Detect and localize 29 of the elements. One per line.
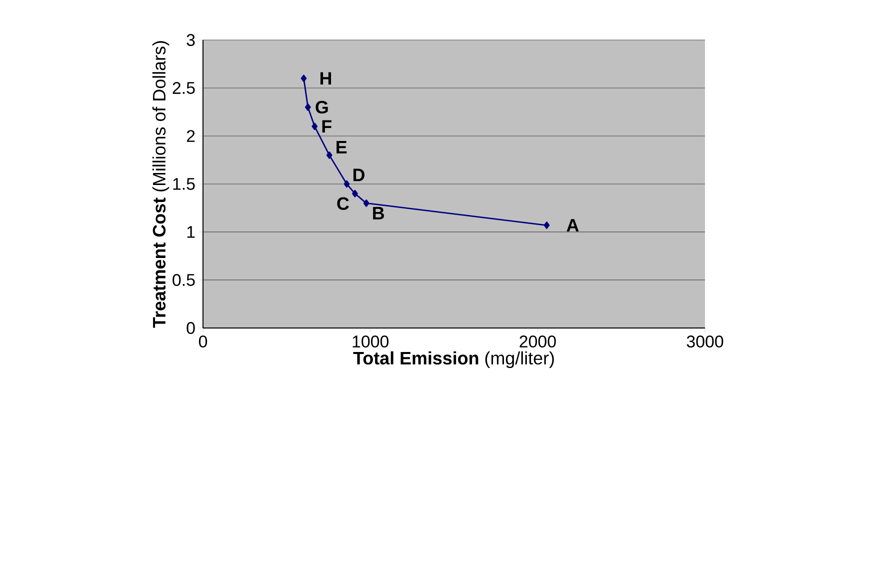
y-tick-label: 2 [186, 130, 195, 142]
annotation: D [353, 168, 364, 182]
point [544, 222, 550, 229]
y-tick-label: 3 [186, 34, 195, 46]
annotation: C [337, 197, 349, 210]
y-tick-label: 0 [186, 322, 195, 334]
y-tick-label: 0.5 [172, 274, 195, 286]
annotation: B [373, 207, 384, 220]
annotation: G [316, 100, 328, 114]
x-tick-label: 3000 [686, 336, 724, 348]
point [304, 103, 311, 111]
point [300, 74, 307, 82]
x-axis-title: Total Emission (mg/liter) [353, 351, 554, 368]
x-tick-label: 2000 [520, 336, 556, 348]
y-tick-label: 1.5 [173, 178, 195, 190]
x-tick-label: 1000 [352, 336, 389, 348]
y-axis-title: Treatment Cost (Millions of Dollars) [152, 41, 170, 328]
y-tick-label: 2.5 [172, 82, 195, 94]
annotation: A [566, 219, 579, 232]
annotation: H [320, 72, 332, 85]
annotation: E [336, 141, 347, 154]
point [326, 151, 332, 159]
point [363, 199, 370, 207]
annotation: F [322, 120, 332, 133]
y-tick-label: 1 [187, 226, 195, 238]
point [352, 190, 358, 198]
point [312, 122, 318, 130]
point [344, 180, 350, 188]
x-tick-label: 0 [198, 336, 208, 348]
